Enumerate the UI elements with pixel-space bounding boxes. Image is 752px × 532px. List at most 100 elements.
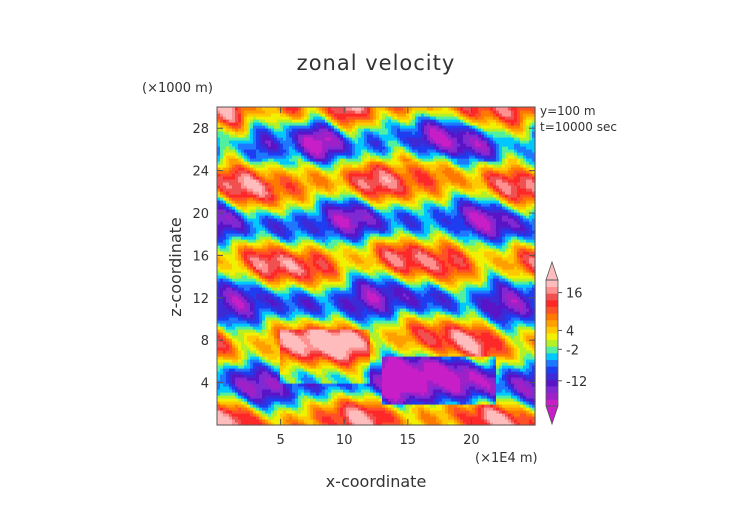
heatmap-cell [322, 251, 326, 255]
heatmap-cell [232, 122, 236, 126]
heatmap-cell [238, 242, 242, 246]
heatmap-cell [328, 410, 332, 414]
heatmap-cell [328, 251, 332, 255]
heatmap-cell [250, 230, 254, 234]
heatmap-cell [316, 185, 320, 189]
heatmap-cell [217, 173, 221, 177]
heatmap-cell [304, 116, 308, 120]
heatmap-cell [325, 290, 329, 294]
heatmap-cell [217, 398, 221, 402]
heatmap-cell [295, 272, 299, 276]
heatmap-cell [292, 398, 296, 402]
heatmap-cell [253, 164, 257, 168]
heatmap-cell [283, 413, 287, 417]
heatmap-cell [274, 221, 278, 225]
heatmap-cell [307, 263, 311, 267]
heatmap-cell [289, 155, 293, 159]
heatmap-cell [304, 125, 308, 129]
heatmap-cell [217, 293, 221, 297]
heatmap-cell [268, 173, 272, 177]
heatmap-cell [226, 353, 230, 357]
heatmap-cell [217, 113, 221, 117]
heatmap-cell [289, 149, 293, 153]
heatmap-cell [292, 353, 296, 357]
heatmap-cell [292, 272, 296, 276]
heatmap-cell [298, 134, 302, 138]
heatmap-cell [313, 335, 317, 339]
heatmap-cell [289, 230, 293, 234]
heatmap-cell [256, 401, 260, 405]
heatmap-cell [253, 317, 257, 321]
heatmap-cell [259, 203, 263, 207]
heatmap-cell [325, 332, 329, 336]
heatmap-cell [241, 161, 245, 165]
heatmap-cell [328, 311, 332, 315]
heatmap-cell [310, 233, 314, 237]
heatmap-cell [244, 362, 248, 366]
heatmap-cell [313, 290, 317, 294]
heatmap-cell [268, 113, 272, 117]
heatmap-cell [247, 275, 251, 279]
heatmap-cell [223, 137, 227, 141]
heatmap-cell [310, 329, 314, 333]
heatmap-cell [265, 284, 269, 288]
heatmap-cell [274, 401, 278, 405]
heatmap-cell [247, 407, 251, 411]
heatmap-cell [283, 335, 287, 339]
heatmap-cell [328, 227, 332, 231]
heatmap-cell [280, 365, 284, 369]
heatmap-cell [262, 167, 266, 171]
heatmap-cell [295, 188, 299, 192]
heatmap-cell [286, 404, 290, 408]
heatmap-cell [310, 197, 314, 201]
heatmap-cell [271, 200, 275, 204]
heatmap-cell [295, 239, 299, 243]
heatmap-cell [265, 197, 269, 201]
heatmap-cell [295, 260, 299, 264]
heatmap-cell [289, 350, 293, 354]
heatmap-cell [316, 413, 320, 417]
heatmap-cell [304, 254, 308, 258]
heatmap-cell [223, 158, 227, 162]
heatmap-cell [274, 170, 278, 174]
heatmap-cell [301, 335, 305, 339]
heatmap-cell [277, 335, 281, 339]
heatmap-cell [286, 227, 290, 231]
heatmap-cell [316, 341, 320, 345]
heatmap-cell [295, 293, 299, 297]
heatmap-cell [289, 248, 293, 252]
heatmap-cell [232, 191, 236, 195]
heatmap-cell [226, 344, 230, 348]
heatmap-cell [238, 131, 242, 135]
heatmap-cell [271, 113, 275, 117]
heatmap-cell [241, 275, 245, 279]
heatmap-cell [286, 140, 290, 144]
heatmap-cell [310, 332, 314, 336]
heatmap-cell [247, 308, 251, 312]
heatmap-cell [235, 236, 239, 240]
heatmap-cell [313, 326, 317, 330]
heatmap-cell [304, 290, 308, 294]
heatmap-cell [304, 269, 308, 273]
heatmap-cell [283, 314, 287, 318]
heatmap-cell [328, 359, 332, 363]
heatmap-cell [304, 308, 308, 312]
heatmap-cell [220, 158, 224, 162]
heatmap-cell [247, 137, 251, 141]
heatmap-cell [319, 341, 323, 345]
heatmap-cell [238, 338, 242, 342]
heatmap-cell [250, 221, 254, 225]
heatmap-cell [223, 143, 227, 147]
heatmap-cell [298, 212, 302, 216]
heatmap-cell [244, 272, 248, 276]
heatmap-cell [283, 182, 287, 186]
heatmap-cell [238, 320, 242, 324]
heatmap-cell [310, 176, 314, 180]
heatmap-cell [322, 245, 326, 249]
heatmap-cell [298, 338, 302, 342]
heatmap-cell [247, 191, 251, 195]
heatmap-cell [289, 203, 293, 207]
heatmap-cell [286, 389, 290, 393]
heatmap-cell [322, 209, 326, 213]
heatmap-cell [271, 332, 275, 336]
